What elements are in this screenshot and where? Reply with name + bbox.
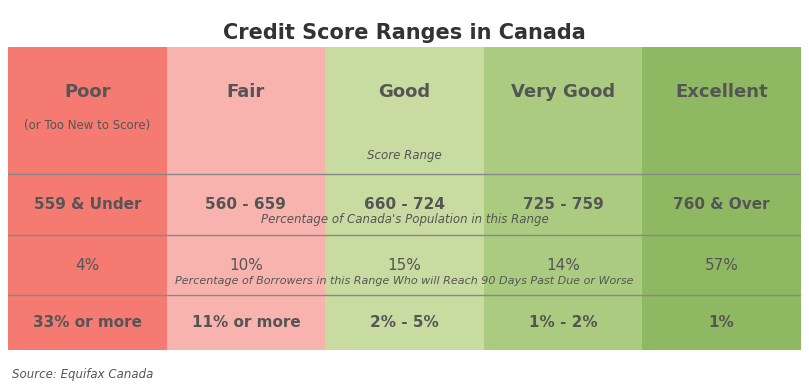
Bar — [642, 47, 801, 350]
Text: Good: Good — [379, 83, 430, 101]
Text: (or Too New to Score): (or Too New to Score) — [24, 119, 150, 132]
Text: Fair: Fair — [227, 83, 265, 101]
Text: 15%: 15% — [388, 258, 421, 273]
Bar — [325, 47, 484, 350]
Text: Percentage of Canada's Population in this Range: Percentage of Canada's Population in thi… — [260, 213, 549, 226]
Text: 1%: 1% — [709, 315, 735, 330]
Text: 2% - 5%: 2% - 5% — [371, 315, 438, 330]
Text: 760 & Over: 760 & Over — [673, 197, 770, 212]
Text: 4%: 4% — [75, 258, 100, 273]
Text: 11% or more: 11% or more — [192, 315, 300, 330]
Text: Score Range: Score Range — [367, 149, 442, 162]
Text: 10%: 10% — [229, 258, 263, 273]
Text: Source: Equifax Canada: Source: Equifax Canada — [12, 368, 154, 381]
Text: 660 - 724: 660 - 724 — [364, 197, 445, 212]
Text: Percentage of Borrowers in this Range Who will Reach 90 Days Past Due or Worse: Percentage of Borrowers in this Range Wh… — [176, 276, 633, 286]
Text: 14%: 14% — [546, 258, 580, 273]
Bar — [484, 47, 642, 350]
Text: 33% or more: 33% or more — [33, 315, 142, 330]
Bar — [167, 47, 325, 350]
Text: 559 & Under: 559 & Under — [34, 197, 141, 212]
Text: Credit Score Ranges in Canada: Credit Score Ranges in Canada — [223, 23, 586, 43]
Text: 57%: 57% — [705, 258, 739, 273]
Text: Poor: Poor — [64, 83, 111, 101]
Text: 725 - 759: 725 - 759 — [523, 197, 604, 212]
Text: Very Good: Very Good — [511, 83, 615, 101]
Text: 560 - 659: 560 - 659 — [205, 197, 286, 212]
Text: 1% - 2%: 1% - 2% — [529, 315, 597, 330]
Bar — [8, 47, 167, 350]
Text: Excellent: Excellent — [676, 83, 768, 101]
